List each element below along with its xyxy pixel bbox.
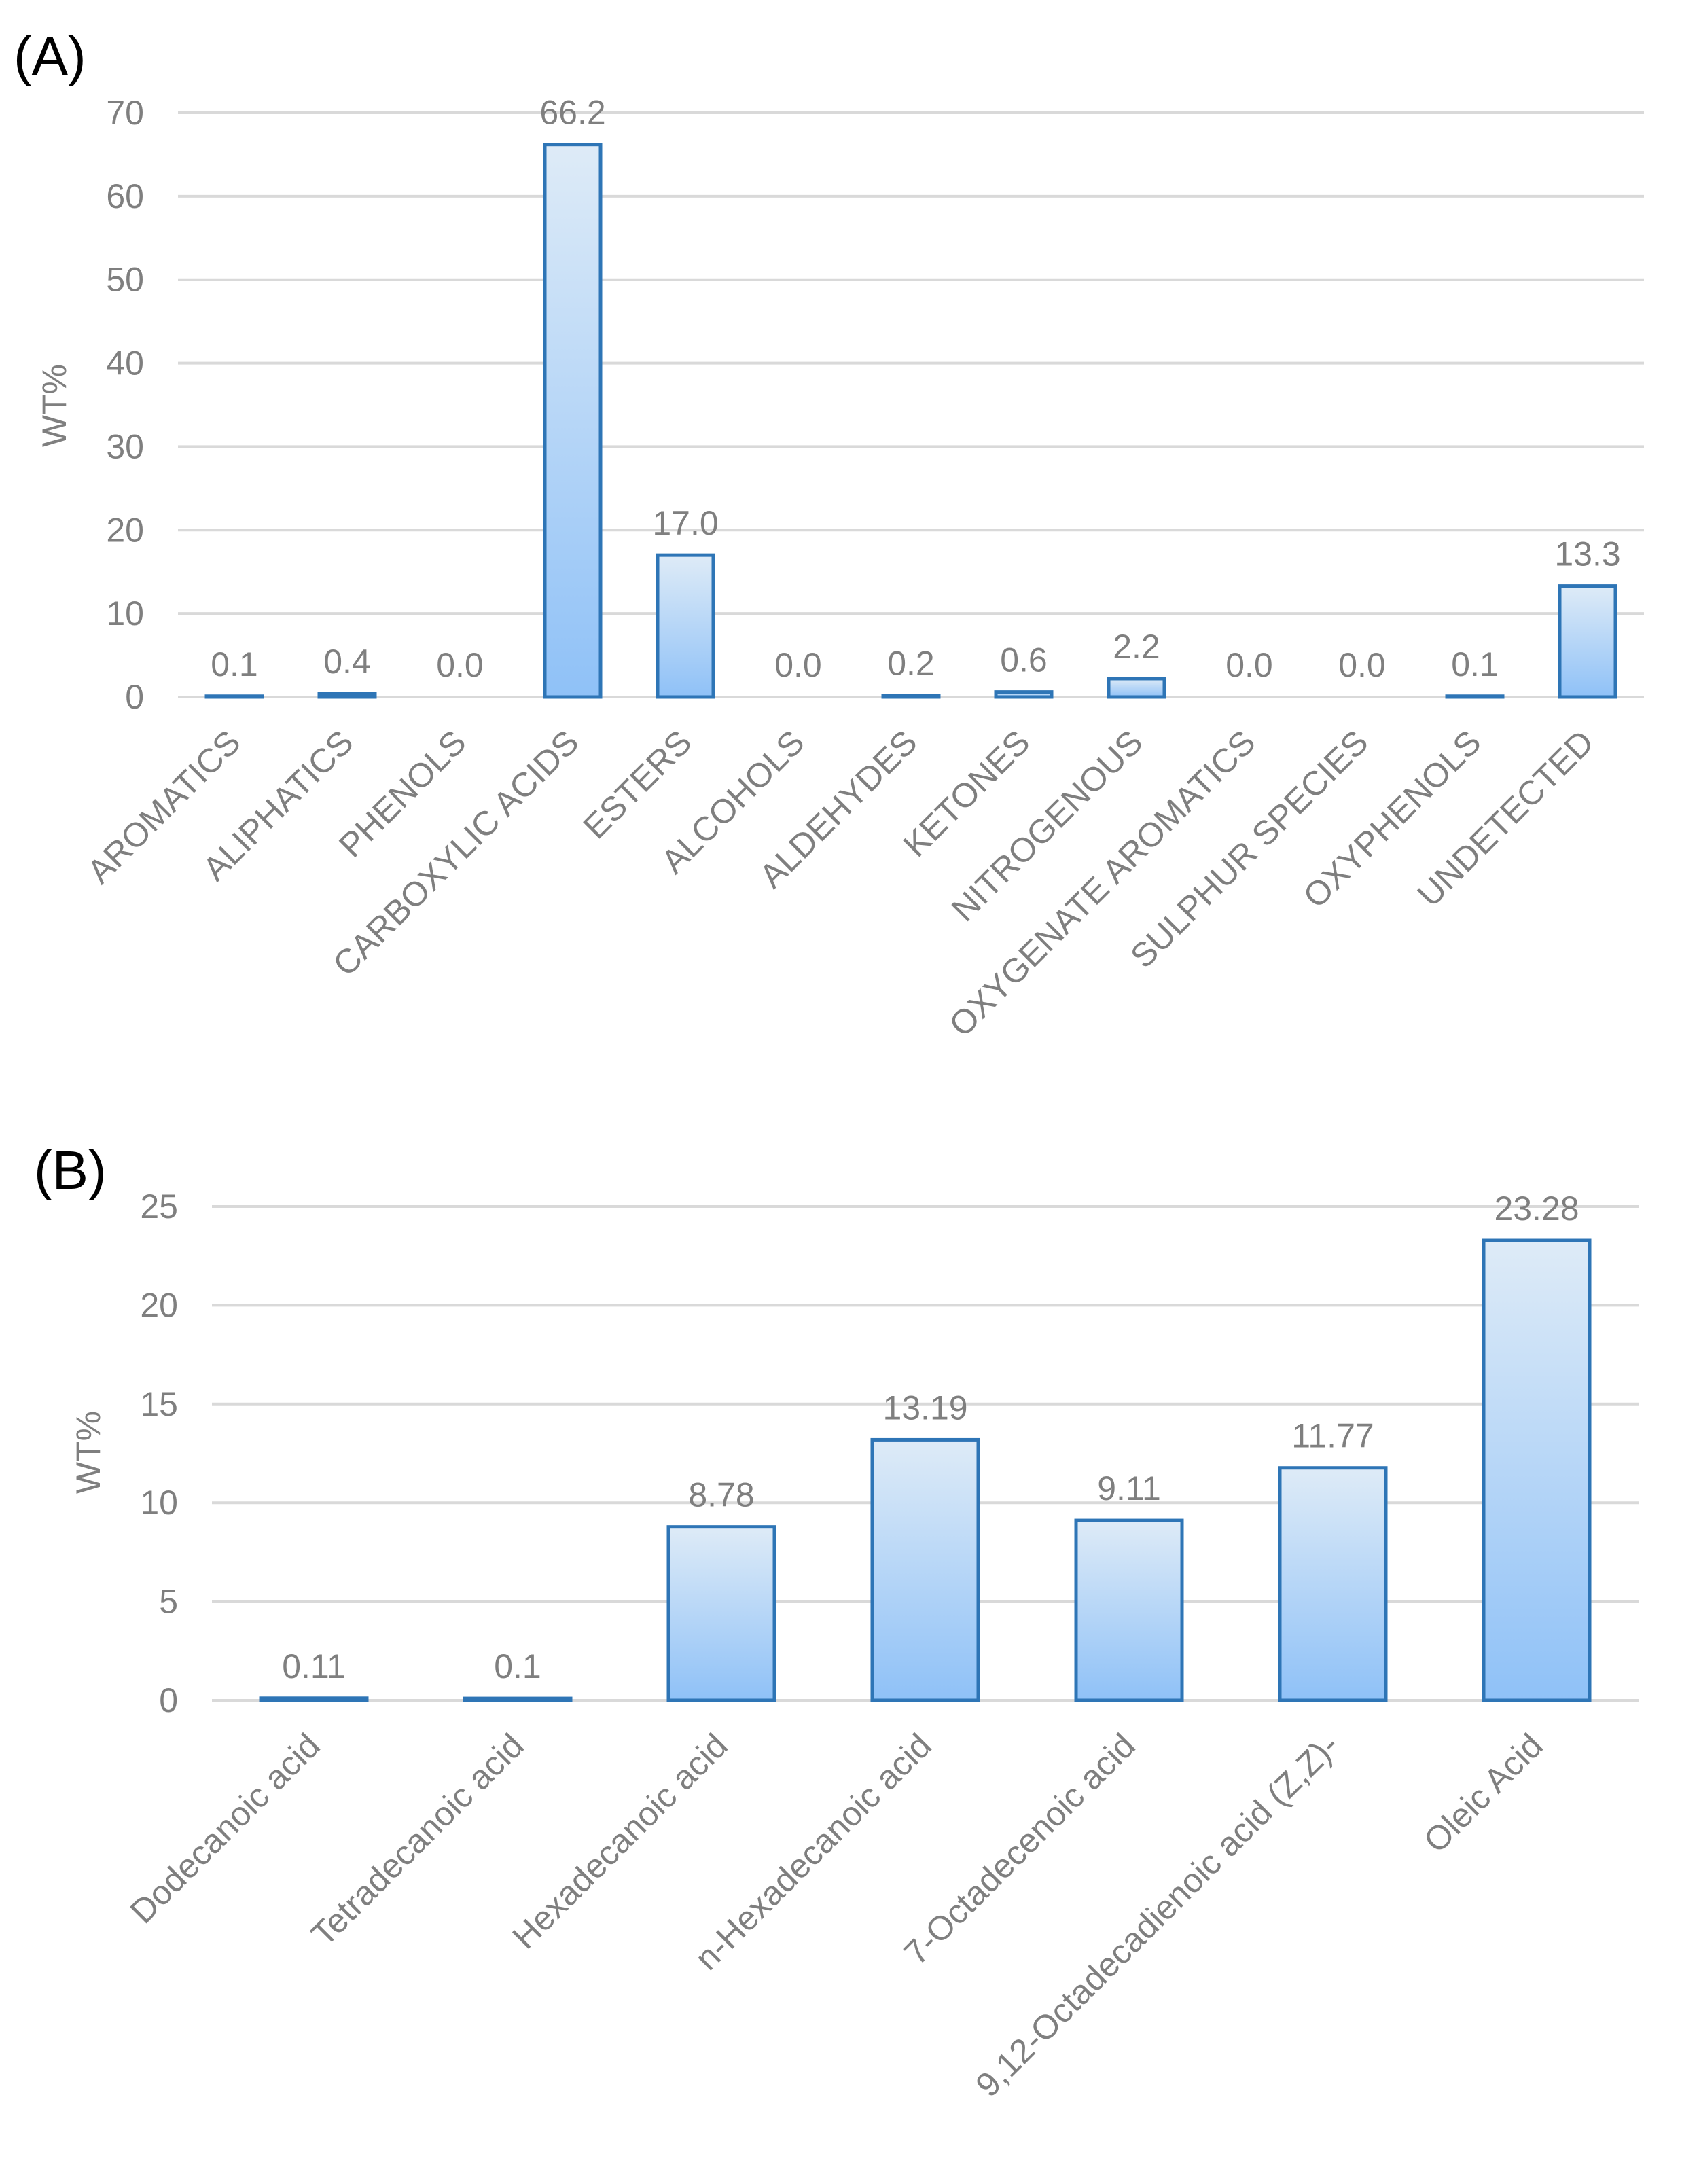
chart-a-category-label: NITROGENOUS bbox=[944, 723, 1150, 929]
chart-a-data-label: 0.1 bbox=[211, 645, 258, 683]
chart-a-data-label: 0.0 bbox=[774, 646, 822, 684]
panel-b-label: (B) bbox=[34, 1140, 107, 1200]
chart-a-y-ticks: 0 10 20 30 40 50 60 70 bbox=[106, 94, 144, 716]
chart-b-bar bbox=[1482, 1238, 1592, 1702]
chart-b-category-label: Hexadecanoic acid bbox=[505, 1726, 734, 1956]
chart-a-data-labels: 0.1 0.4 0.0 66.2 17.0 0.0 0.2 0.6 2.2 0.0 0.0 0.1 13… bbox=[211, 94, 1620, 684]
chart-a-bar bbox=[994, 690, 1054, 699]
chart-a-data-label: 0.6 bbox=[1000, 641, 1048, 679]
chart-a-y-tick-label: 0 bbox=[125, 678, 144, 716]
chart-b-data-label: 0.11 bbox=[282, 1647, 346, 1685]
chart-a-data-label: 0.0 bbox=[1226, 646, 1273, 684]
chart-a-bar bbox=[656, 553, 715, 699]
chart-a-y-tick-label: 20 bbox=[106, 511, 144, 549]
chart-b-y-tick-label: 0 bbox=[159, 1681, 178, 1719]
chart-b-data-label: 13.19 bbox=[882, 1389, 967, 1427]
chart-a-bars bbox=[204, 143, 1617, 699]
chart-a-data-label: 0.4 bbox=[323, 643, 371, 681]
chart-b-y-axis-title: WT% bbox=[69, 1411, 107, 1494]
chart-b-category-label: n-Hexadecanoic acid bbox=[687, 1726, 939, 1977]
chart-a-y-tick-label: 70 bbox=[106, 94, 144, 132]
chart-b-bar bbox=[1278, 1466, 1388, 1702]
chart-a-bar bbox=[1558, 584, 1617, 699]
chart-a-data-label: 0.2 bbox=[887, 645, 935, 683]
chart-a-bar bbox=[317, 692, 377, 699]
chart-b-bar bbox=[666, 1525, 776, 1702]
chart-a-bar bbox=[543, 143, 603, 699]
chart-b-y-tick-label: 25 bbox=[140, 1187, 178, 1225]
chart-b-bar bbox=[870, 1437, 980, 1702]
chart-b-category-label: 9,12-Octadecadienoic acid (Z,Z)- bbox=[968, 1726, 1346, 2104]
chart-a-y-tick-label: 30 bbox=[106, 427, 144, 465]
chart-b-data-label: 23.28 bbox=[1494, 1189, 1579, 1228]
chart-a-y-tick-label: 60 bbox=[106, 177, 144, 215]
chart-a-data-label: 0.1 bbox=[1451, 645, 1499, 683]
chart-a-data-label: 0.0 bbox=[436, 646, 484, 684]
chart-a-data-label: 2.2 bbox=[1113, 628, 1160, 666]
chart-a-data-label: 66.2 bbox=[539, 94, 605, 132]
chart-a-gridlines bbox=[178, 111, 1644, 698]
chart-a-y-tick-label: 40 bbox=[106, 344, 144, 382]
chart-b-category-label: Dodecanoic acid bbox=[123, 1726, 327, 1931]
chart-a: (A) WT% 0 10 20 30 40 50 60 70 0.1 0.4 0.0 66.2 17.… bbox=[14, 26, 1644, 1044]
chart-b-data-labels: 0.11 0.1 8.78 13.19 9.11 11.77 23.28 bbox=[282, 1189, 1579, 1685]
chart-a-y-axis-title: WT% bbox=[35, 364, 73, 447]
chart-b-bar bbox=[259, 1696, 369, 1702]
chart-a-bar bbox=[1445, 694, 1505, 699]
chart-b-y-tick-label: 5 bbox=[159, 1583, 178, 1621]
chart-a-bar bbox=[881, 694, 941, 699]
chart-a-bar bbox=[1107, 677, 1166, 699]
chart-b-category-label: Oleic Acid bbox=[1416, 1726, 1550, 1860]
chart-b-data-label: 9.11 bbox=[1097, 1469, 1161, 1507]
chart-b-y-tick-label: 15 bbox=[140, 1385, 178, 1423]
chart-b-data-label: 8.78 bbox=[688, 1476, 754, 1514]
chart-b-y-tick-label: 10 bbox=[140, 1484, 178, 1522]
chart-b: (B) WT% 0 5 10 15 20 25 0.11 0.1 8.78 13.19 9.11 1… bbox=[34, 1140, 1639, 2105]
chart-b-bars bbox=[259, 1238, 1592, 1702]
chart-b-bar bbox=[1074, 1518, 1184, 1702]
chart-b-category-label: Tetradecanoic acid bbox=[304, 1726, 531, 1953]
chart-b-bar bbox=[463, 1696, 573, 1702]
chart-b-data-label: 0.1 bbox=[494, 1647, 541, 1685]
chart-b-y-tick-label: 20 bbox=[140, 1286, 178, 1324]
chart-b-category-label: 7-Octadecenoic acid bbox=[897, 1726, 1143, 1972]
chart-a-bar bbox=[204, 694, 264, 699]
chart-a-data-label: 0.0 bbox=[1338, 646, 1386, 684]
chart-a-data-label: 17.0 bbox=[652, 504, 718, 542]
chart-a-y-tick-label: 10 bbox=[106, 594, 144, 632]
panel-a-label: (A) bbox=[14, 26, 86, 86]
chart-a-data-label: 13.3 bbox=[1554, 535, 1620, 573]
chart-b-data-label: 11.77 bbox=[1291, 1417, 1374, 1455]
chart-b-y-ticks: 0 5 10 15 20 25 bbox=[140, 1187, 178, 1719]
chart-a-y-tick-label: 50 bbox=[106, 261, 144, 299]
